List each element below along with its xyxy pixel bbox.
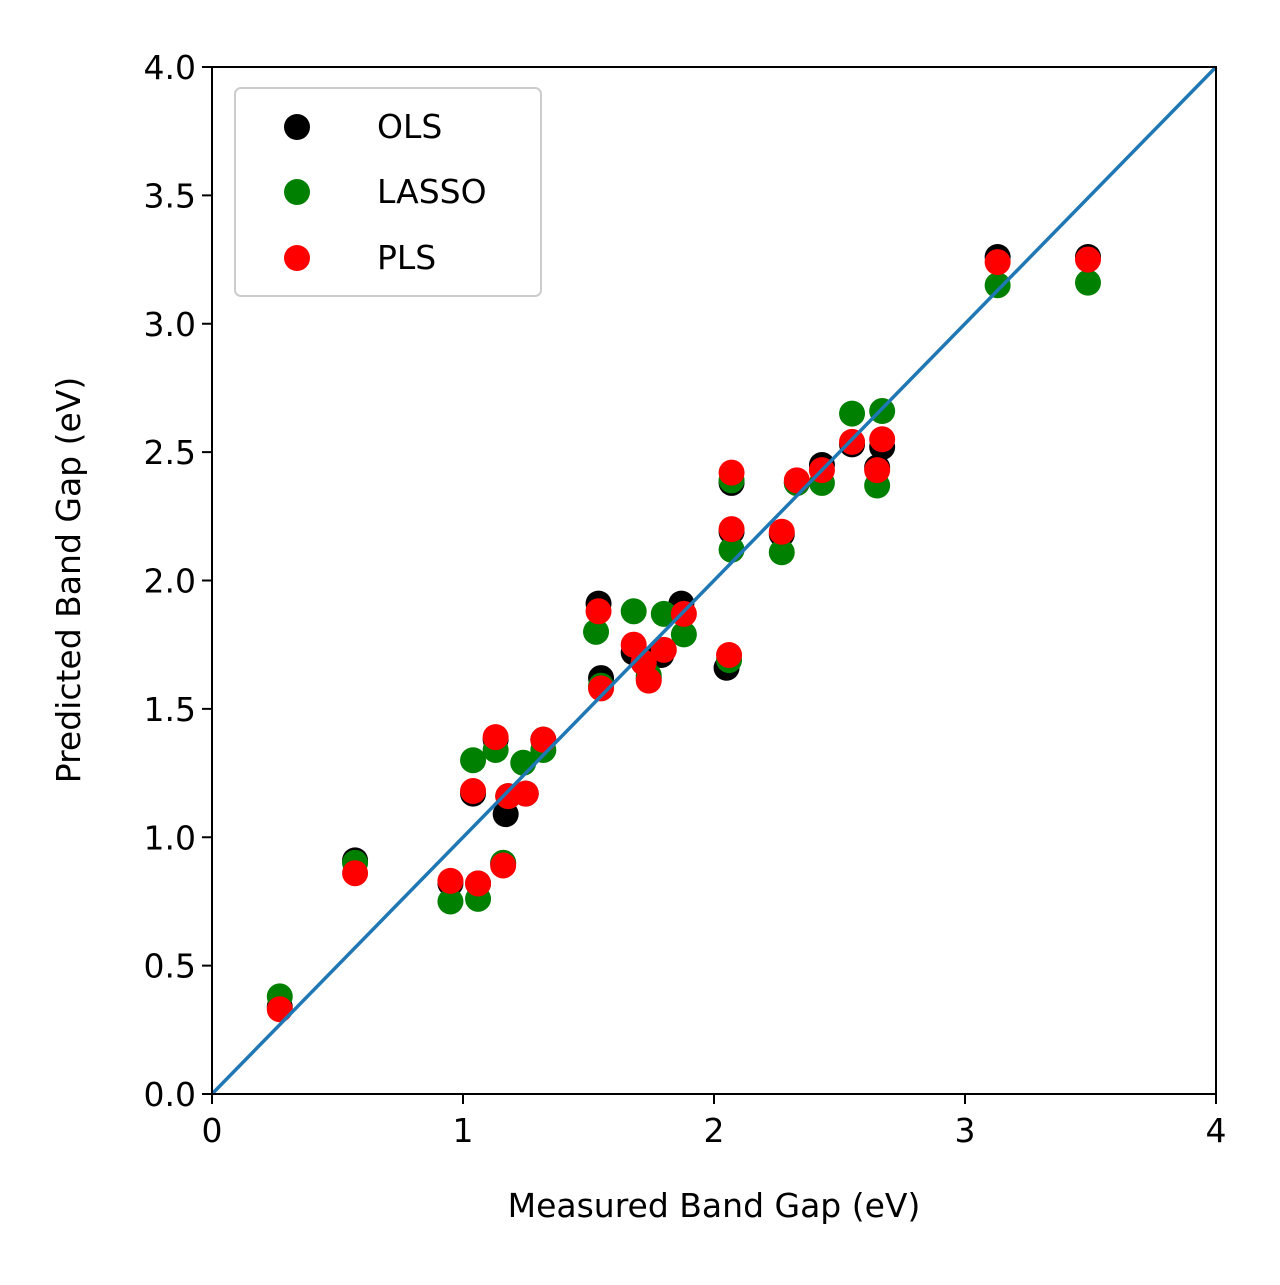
y-tick-label: 2.5 [144, 433, 196, 472]
x-tick-label: 4 [1206, 1111, 1227, 1150]
lasso-point [670, 621, 697, 648]
pls-point [718, 459, 745, 486]
pls-point [490, 852, 517, 879]
y-tick-label: 0.5 [144, 947, 196, 986]
legend-pls-marker [284, 245, 310, 271]
legend-ols-marker [284, 114, 310, 140]
y-tick-label: 0.0 [144, 1075, 196, 1114]
pls-point [650, 636, 677, 663]
lasso-point [583, 618, 610, 645]
lasso-point [620, 598, 647, 625]
legend-lasso-marker [284, 179, 310, 205]
pls-point [512, 780, 539, 807]
pls-point [718, 516, 745, 543]
y-axis-label: Predicted Band Gap (eV) [49, 377, 88, 783]
pls-point [482, 724, 509, 751]
pls-point [588, 675, 615, 702]
legend-ols-label: OLS [377, 107, 442, 146]
y-axis-ticks: 0.0 0.5 1.0 1.5 2.0 2.5 3.0 3.5 4.0 [144, 48, 212, 1114]
pls-point [530, 726, 557, 753]
pls-point [1074, 246, 1101, 273]
pls-point [585, 598, 612, 625]
pls-point [716, 641, 743, 668]
x-axis-ticks: 0 1 2 3 4 [202, 1094, 1227, 1150]
legend-pls-label: PLS [377, 238, 436, 277]
pls-point [984, 249, 1011, 276]
lasso-point [839, 400, 866, 427]
lasso-point [768, 539, 795, 566]
x-tick-label: 3 [955, 1111, 976, 1150]
legend-lasso-label: LASSO [377, 172, 487, 211]
pls-point [437, 867, 464, 894]
y-tick-label: 4.0 [144, 48, 196, 87]
y-tick-label: 2.0 [144, 562, 196, 601]
lasso-point [460, 747, 487, 774]
pls-point [635, 667, 662, 694]
pls-point [869, 426, 896, 453]
lasso-point [984, 272, 1011, 299]
y-tick-label: 3.5 [144, 176, 196, 215]
identity-reference-line [210, 65, 1218, 1096]
x-axis-label: Measured Band Gap (eV) [508, 1186, 921, 1225]
pls-point [342, 860, 369, 887]
y-tick-label: 3.0 [144, 305, 196, 344]
lasso-point [437, 888, 464, 915]
pls-point [460, 778, 487, 805]
y-tick-label: 1.0 [144, 818, 196, 857]
pls-point [864, 457, 891, 484]
pls-point [266, 996, 293, 1023]
pls-point [768, 518, 795, 545]
pls-point [783, 467, 810, 494]
data-points-layer [266, 243, 1101, 1023]
pls-point [465, 870, 492, 897]
lasso-point [650, 600, 677, 627]
legend-frame [234, 87, 542, 297]
x-tick-label: 2 [704, 1111, 725, 1150]
lasso-point [1074, 269, 1101, 296]
x-tick-label: 0 [202, 1111, 223, 1150]
legend: OLS LASSO PLS [234, 87, 542, 297]
x-tick-label: 1 [453, 1111, 474, 1150]
y-tick-label: 1.5 [144, 690, 196, 729]
